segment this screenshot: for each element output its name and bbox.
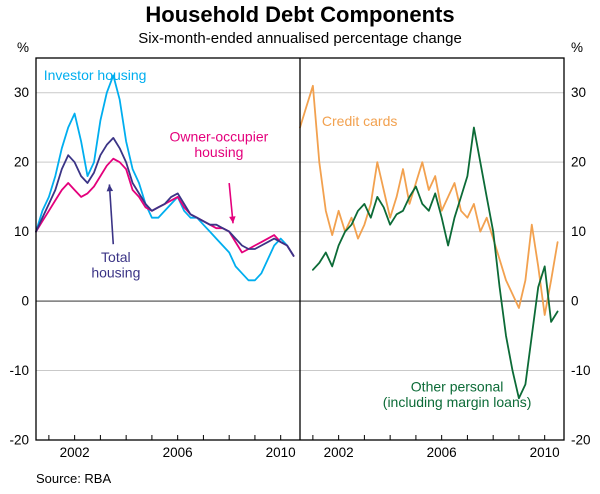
unit-label-right: % <box>571 40 583 55</box>
annotation-owner-occupier: Owner-occupier <box>169 128 268 144</box>
annotation-investor-housing: Investor housing <box>44 67 147 83</box>
x-tick-label: 2010 <box>530 445 560 460</box>
y-tick-label-left: 0 <box>21 294 29 309</box>
annotation-total: housing <box>91 265 140 281</box>
series-other-personal-including-margin-loans <box>312 126 559 400</box>
y-tick-label-right: 0 <box>571 294 579 309</box>
y-tick-label-left: 10 <box>14 224 29 239</box>
annotation-arrow <box>108 184 115 245</box>
series-investor-housing <box>35 74 295 282</box>
y-tick-label-right: -10 <box>571 363 591 378</box>
x-tick-label: 2002 <box>60 445 90 460</box>
series-credit-cards <box>299 84 559 316</box>
annotation-other-personal: Other personal <box>411 378 504 394</box>
y-tick-label-left: -10 <box>9 363 29 378</box>
annotation-total: Total <box>101 249 131 265</box>
annotation-credit-cards: Credit cards <box>322 113 397 129</box>
y-tick-label-left: -20 <box>9 433 29 448</box>
source-note: Source: RBA <box>36 471 112 486</box>
x-tick-label: 2010 <box>266 445 296 460</box>
y-tick-label-right: 20 <box>571 155 586 170</box>
y-tick-label-left: 20 <box>14 155 29 170</box>
series-owner-occupier-housing <box>35 157 295 257</box>
series-total-housing <box>35 137 295 257</box>
unit-label-left: % <box>17 40 29 55</box>
annotation-arrowhead <box>106 184 114 192</box>
annotation-other-personal: (including margin loans) <box>383 394 532 410</box>
y-tick-label-right: 30 <box>571 85 586 100</box>
y-tick-label-right: -20 <box>571 433 591 448</box>
chart-title: Household Debt Components <box>145 2 455 27</box>
y-tick-label-left: 30 <box>14 85 29 100</box>
x-tick-label: 2006 <box>163 445 193 460</box>
y-tick-label-right: 10 <box>571 224 586 239</box>
x-tick-label: 2006 <box>427 445 457 460</box>
x-tick-label: 2002 <box>324 445 354 460</box>
annotation-arrowhead <box>229 216 236 224</box>
annotation-owner-occupier: housing <box>194 144 243 160</box>
chart-subtitle: Six-month-ended annualised percentage ch… <box>138 30 462 47</box>
